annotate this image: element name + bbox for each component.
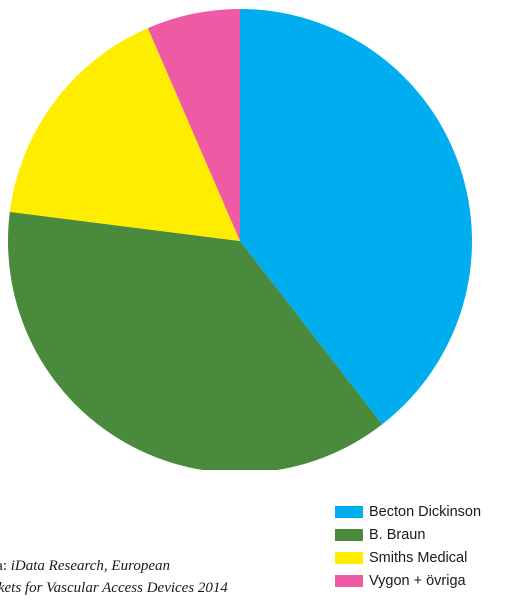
source-title-line-1: iData Research, European xyxy=(10,558,171,574)
legend-item: Vygon + övriga xyxy=(335,569,512,592)
source-prefix: la: xyxy=(0,558,7,574)
legend-label: Becton Dickinson xyxy=(369,503,482,520)
pie-slice xyxy=(8,211,383,470)
legend-label: B. Braun xyxy=(369,526,426,543)
pie-slice xyxy=(240,9,473,425)
legend-swatch xyxy=(335,574,363,587)
legend-swatch xyxy=(335,551,363,564)
legend-item: Smiths Medical xyxy=(335,546,512,569)
pie-slice xyxy=(9,28,240,241)
source-title-line-2: rkets for Vascular Access Devices 2014 xyxy=(0,580,228,596)
pie-slice xyxy=(147,8,240,241)
source-line-1: la: iData Research, European xyxy=(0,555,292,577)
legend-item: B. Braun xyxy=(335,523,512,546)
source-caption: la: iData Research, European rkets for V… xyxy=(0,555,292,599)
pie-chart xyxy=(8,8,473,470)
legend-label: Vygon + övriga xyxy=(369,572,466,589)
legend: Becton Dickinson B. Braun Smiths Medical… xyxy=(335,500,512,592)
legend-swatch xyxy=(335,505,363,518)
legend-label: Smiths Medical xyxy=(369,549,468,566)
legend-item: Becton Dickinson xyxy=(335,500,512,523)
legend-swatch xyxy=(335,528,363,541)
